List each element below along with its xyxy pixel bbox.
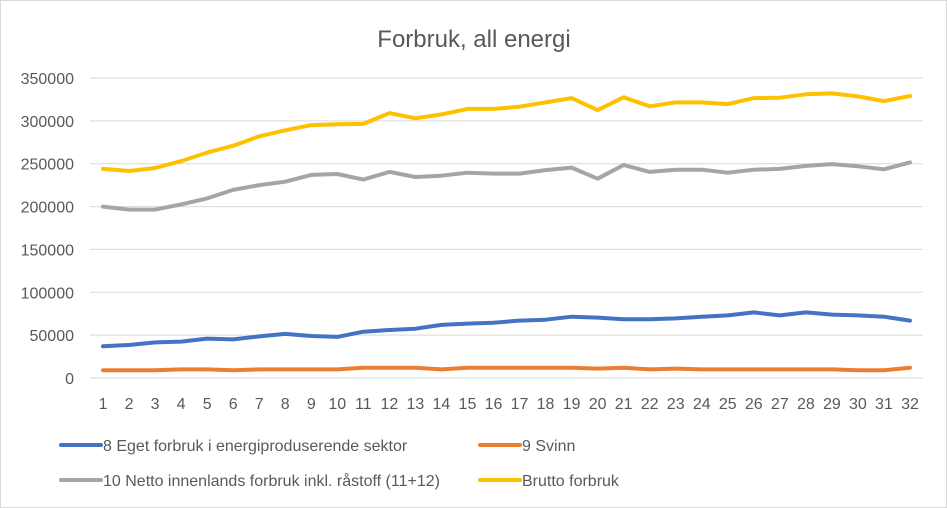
y-tick-label: 350000 <box>21 71 74 88</box>
x-tick-label: 26 <box>745 396 763 413</box>
x-tick-label: 18 <box>537 396 555 413</box>
gridlines <box>90 77 923 379</box>
x-tick-label: 19 <box>563 396 581 413</box>
y-tick-label: 100000 <box>21 285 74 302</box>
series-line-3 <box>101 160 912 212</box>
x-tick-label: 25 <box>719 396 737 413</box>
x-tick-label: 1 <box>99 396 108 413</box>
x-tick-label: 2 <box>125 396 134 413</box>
x-tick-label: 24 <box>693 396 711 413</box>
x-tick-label: 23 <box>667 396 685 413</box>
x-tick-label: 13 <box>406 396 424 413</box>
x-tick-label: 5 <box>203 396 212 413</box>
x-tick-label: 29 <box>823 396 841 413</box>
x-tick-label: 7 <box>255 396 264 413</box>
x-tick-label: 16 <box>485 396 503 413</box>
y-tick-label: 150000 <box>21 242 74 259</box>
x-tick-label: 4 <box>177 396 186 413</box>
y-tick-label: 300000 <box>21 114 74 131</box>
x-axis-ticks: 1 2 3 4 5 6 7 8 9 10 11 12 13 14 15 16 17 18 19 20 21 22 23 24 2… <box>99 396 919 413</box>
x-tick-label: 30 <box>849 396 867 413</box>
x-tick-label: 21 <box>615 396 633 413</box>
legend: 8 Eget forbruk i energiproduserende sekt… <box>59 438 620 490</box>
legend-label-3: 10 Netto innenlands forbruk inkl. råstof… <box>103 472 440 490</box>
x-tick-label: 10 <box>328 396 346 413</box>
legend-label-4: Brutto forbruk <box>522 473 620 490</box>
x-tick-label: 14 <box>433 396 451 413</box>
x-tick-label: 3 <box>151 396 160 413</box>
x-tick-label: 27 <box>771 396 789 413</box>
x-tick-label: 22 <box>641 396 659 413</box>
x-tick-label: 12 <box>380 396 398 413</box>
x-tick-label: 15 <box>459 396 477 413</box>
y-tick-label: 250000 <box>21 157 74 174</box>
y-axis-ticks: 0 50000 100000 150000 200000 250000 300000 3500… <box>21 71 74 388</box>
x-tick-label: 32 <box>901 396 919 413</box>
y-tick-label: 50000 <box>30 328 75 345</box>
x-tick-label: 9 <box>307 396 316 413</box>
series-lines <box>101 91 912 373</box>
series-line-1 <box>101 310 912 349</box>
legend-label-1: 8 Eget forbruk i energiproduserende sekt… <box>103 438 408 455</box>
x-tick-label: 28 <box>797 396 815 413</box>
legend-label-2: 9 Svinn <box>522 438 575 455</box>
x-tick-label: 31 <box>875 396 893 413</box>
x-tick-label: 8 <box>281 396 290 413</box>
x-tick-label: 11 <box>355 396 372 413</box>
x-tick-label: 20 <box>589 396 607 413</box>
series-line-2 <box>101 365 912 373</box>
y-tick-label: 0 <box>65 371 74 388</box>
x-tick-label: 17 <box>511 396 529 413</box>
x-tick-label: 6 <box>229 396 238 413</box>
series-line-4 <box>101 91 912 173</box>
y-tick-label: 200000 <box>21 200 74 217</box>
chart-title: Forbruk, all energi <box>377 26 570 53</box>
